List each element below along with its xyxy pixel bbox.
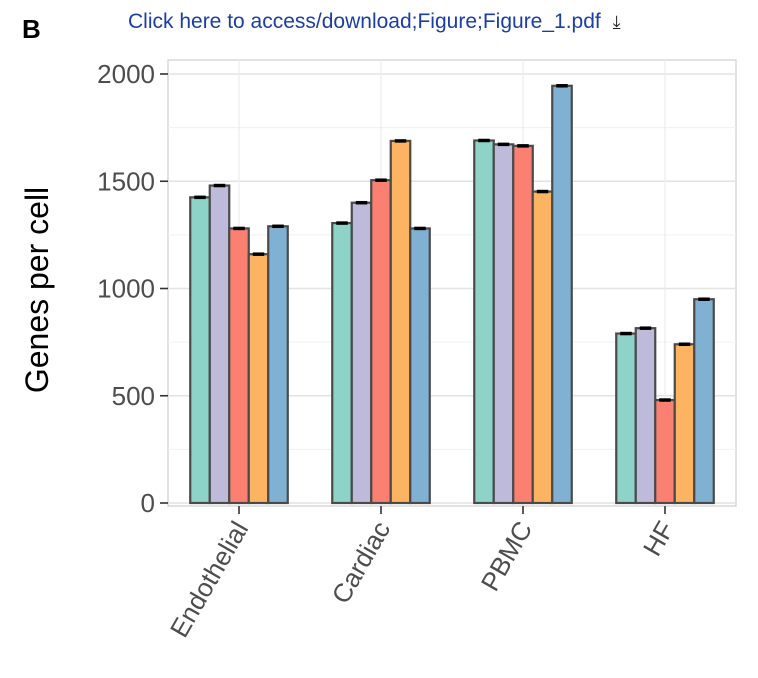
download-icon[interactable]: ⤓ [612,12,621,32]
bar-hf-1 [615,332,637,505]
bar-pbmc-3 [512,144,534,505]
bar-pbmc-5 [551,84,573,505]
download-link-text: Click here to access/download;Figure;Fig… [128,10,601,33]
bar-endothelial-1 [189,196,211,505]
y-tick-label: 1000 [97,274,155,304]
bar-endothelial-5 [267,225,289,505]
bar-endothelial-3 [228,227,250,505]
x-axis: Endothelial Cardiac PBMC HF [164,506,680,642]
bar-hf-5 [693,298,715,505]
y-axis-label: Genes per cell [19,187,55,393]
x-tick-label-cardiac: Cardiac [325,516,396,609]
x-tick-label-hf: HF [637,516,680,561]
y-axis: 0 500 1000 1500 2000 [97,59,168,518]
bar-cardiac-5 [409,227,431,505]
y-tick-label: 0 [141,488,155,518]
bar-hf-3 [654,398,676,505]
bar-cardiac-4 [389,139,412,505]
y-tick-label: 2000 [97,59,155,89]
x-tick-label-endothelial: Endothelial [164,516,254,642]
bars [189,84,715,505]
bar-hf-4 [673,343,696,505]
bar-pbmc-4 [531,190,554,505]
bar-endothelial-2 [208,184,231,505]
bar-pbmc-1 [473,139,495,505]
panel-label: B [22,14,41,44]
x-tick-label-pbmc: PBMC [475,516,539,596]
y-tick-label: 500 [112,381,155,411]
bar-hf-2 [634,327,657,505]
bar-cardiac-3 [370,179,392,505]
y-tick-label: 1500 [97,166,155,196]
bar-cardiac-2 [350,201,373,505]
bar-endothelial-4 [247,253,270,505]
download-link[interactable]: Click here to access/download;Figure;Fig… [128,10,621,34]
bar-pbmc-2 [492,143,515,505]
bar-cardiac-1 [331,221,353,505]
